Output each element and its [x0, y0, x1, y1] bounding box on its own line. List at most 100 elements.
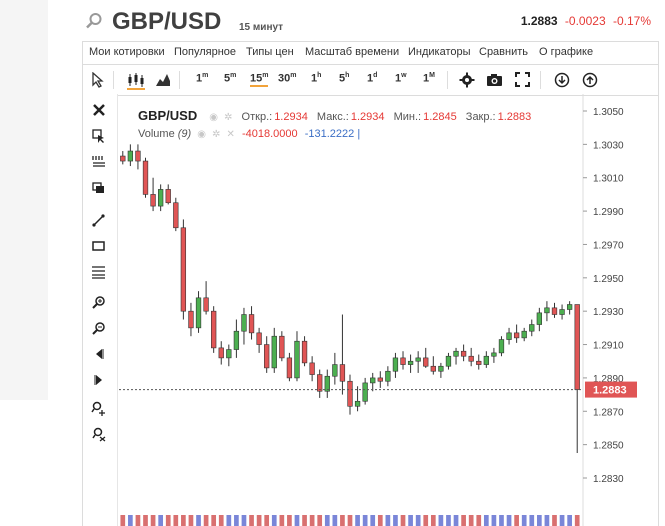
- candle-body: [491, 352, 497, 357]
- volume-bar: [483, 515, 489, 526]
- crosshair-tool-icon[interactable]: [91, 128, 107, 144]
- menu-about-chart[interactable]: О графике: [539, 46, 594, 58]
- candle-body: [377, 377, 383, 382]
- candle-body: [135, 150, 141, 162]
- price-axis-label: 1.3010: [593, 174, 624, 185]
- volume-bar: [196, 515, 201, 526]
- volume-bar: [256, 515, 262, 526]
- timeframe-1h[interactable]: 1h: [311, 72, 322, 85]
- volume-bar: [536, 515, 542, 526]
- gear-icon[interactable]: [459, 72, 475, 88]
- timeframe-1mo[interactable]: 1M: [423, 72, 435, 85]
- candle-body: [211, 310, 217, 349]
- volume-legend: Volume (9) ◉ ✲ ✕ -4018.0000 -131.2222 |: [138, 128, 361, 140]
- timeframe-1w[interactable]: 1w: [395, 72, 407, 85]
- candle-body: [385, 370, 391, 382]
- volume-bar: [544, 515, 550, 526]
- candle-body: [559, 309, 565, 315]
- fullscreen-icon[interactable]: [515, 72, 530, 87]
- low-label: Мин.:: [393, 111, 422, 123]
- menu-popular[interactable]: Популярное: [174, 46, 237, 58]
- settings-small-icon[interactable]: ✲: [224, 112, 233, 123]
- volume-remove-icon[interactable]: ✕: [226, 129, 235, 140]
- scroll-left-icon[interactable]: [91, 346, 107, 362]
- trend-line-tool-icon[interactable]: [91, 212, 107, 228]
- candle-body: [354, 400, 361, 407]
- timeframe-label: 15 минут: [239, 22, 284, 33]
- candle-body: [286, 357, 293, 379]
- eye-icon[interactable]: ◉: [209, 112, 219, 123]
- zoom-out-icon[interactable]: [91, 320, 107, 336]
- area-type-icon[interactable]: [156, 73, 170, 86]
- menu-my-quotes[interactable]: Мои котировки: [89, 46, 165, 58]
- price-chart[interactable]: 1.3050 1.3030 1.3010 1.2990 1.2970 1.2950 1.29…: [83, 94, 658, 526]
- candle-body: [400, 357, 406, 365]
- zoom-reset-icon[interactable]: [91, 426, 107, 442]
- menu-compare[interactable]: Сравнить: [479, 46, 529, 58]
- zoom-in-icon[interactable]: [91, 294, 107, 310]
- rectangle-tool-icon[interactable]: [91, 238, 107, 254]
- volume-bar: [302, 515, 307, 526]
- price-change-pct: -0.17%: [612, 14, 651, 28]
- volume-bar: [317, 515, 323, 526]
- cursor-icon[interactable]: [91, 72, 105, 88]
- price-axis-label: 1.2930: [593, 307, 624, 318]
- candlestick-type-icon[interactable]: [127, 72, 145, 90]
- price-axis-label: 1.3050: [593, 107, 624, 118]
- volume-bar: [203, 515, 209, 526]
- timeframe-5m[interactable]: 5m: [224, 72, 237, 85]
- price-axis-label: 1.2970: [593, 240, 624, 251]
- volume-bar: [430, 515, 436, 526]
- magnet-tool-icon[interactable]: [91, 154, 107, 170]
- volume-bar: [377, 515, 383, 526]
- menu-time-scale[interactable]: Масштаб времени: [305, 46, 400, 58]
- close-icon[interactable]: [91, 102, 107, 118]
- volume-period: (9): [177, 128, 192, 140]
- volume-bar: [347, 515, 353, 526]
- candle-body: [120, 155, 126, 162]
- candle-body: [150, 194, 156, 207]
- zoom-range-in-icon[interactable]: [91, 400, 107, 416]
- price-summary: 1.2883 -0.0023 -0.17%: [517, 14, 651, 28]
- download-icon[interactable]: [554, 72, 570, 88]
- price-axis-label: 1.2870: [593, 407, 624, 418]
- volume-bar: [552, 515, 557, 526]
- timeframe-15m[interactable]: 15m: [250, 72, 269, 87]
- page-background-panel: [0, 0, 48, 400]
- volume-bar: [468, 515, 474, 526]
- price-axis-label: 1.2850: [593, 441, 624, 452]
- candle-body: [173, 202, 179, 229]
- candle-body: [438, 365, 444, 372]
- search-icon[interactable]: [85, 12, 103, 30]
- timeframe-30m[interactable]: 30m: [278, 72, 297, 85]
- volume-settings-icon[interactable]: ✲: [212, 129, 221, 140]
- candle-body: [324, 375, 330, 392]
- volume-eye-icon[interactable]: ◉: [197, 129, 207, 140]
- candle-body: [188, 310, 194, 329]
- volume-bar: [135, 515, 141, 526]
- candle-body: [370, 377, 376, 384]
- candle-body: [317, 374, 323, 392]
- upload-icon[interactable]: [582, 72, 598, 88]
- price-axis-label: 1.2890: [593, 374, 624, 385]
- volume-bar: [143, 515, 148, 526]
- chart-area[interactable]: GBP/USD ◉ ✲ Откр.: 1.2934 Макс.: 1.2934 Ми…: [82, 94, 659, 526]
- menu-indicators[interactable]: Индикаторы: [408, 46, 471, 58]
- volume-bar: [567, 515, 572, 526]
- volume-bar: [438, 515, 444, 526]
- scroll-right-icon[interactable]: [91, 372, 107, 388]
- timeframe-5h[interactable]: 5h: [339, 72, 350, 85]
- legend-symbol: GBP/USD: [138, 108, 198, 123]
- camera-icon[interactable]: [486, 73, 503, 87]
- timeframe-1d[interactable]: 1d: [367, 72, 378, 85]
- candle-body: [233, 330, 240, 350]
- layers-icon[interactable]: [91, 180, 107, 196]
- timeframe-1m[interactable]: 1m: [196, 72, 209, 85]
- candle-body: [536, 312, 542, 325]
- fibonacci-tool-icon[interactable]: [91, 264, 107, 280]
- menu-price-types[interactable]: Типы цен: [246, 46, 294, 58]
- volume-bar: [218, 515, 224, 526]
- high-label: Макс.:: [316, 111, 349, 123]
- low-value: 1.2845: [423, 111, 457, 123]
- symbol-title[interactable]: GBP/USD: [112, 8, 222, 35]
